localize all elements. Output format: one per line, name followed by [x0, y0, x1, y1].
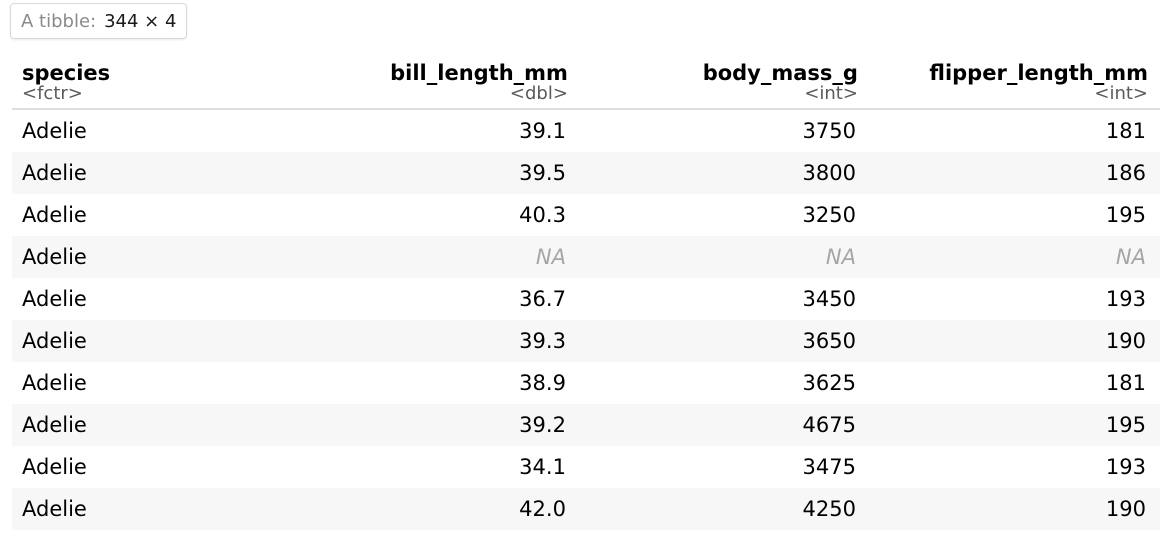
table-header: species <fctr> bill_length_mm <dbl> body… — [12, 58, 1160, 110]
tibble-dimensions-badge: A tibble: 344 × 4 — [10, 3, 188, 39]
table-cell-body-mass-g: 3650 — [579, 320, 870, 362]
table-cell-species: Adelie — [12, 236, 224, 278]
table-cell-body-mass-g: 4675 — [579, 404, 870, 446]
table-row: Adelie 38.9 3625 181 — [12, 362, 1160, 404]
table-cell-species: Adelie — [12, 320, 224, 362]
table-cell-species: Adelie — [22, 119, 87, 143]
table-cell-flipper-length-mm: 195 — [869, 404, 1160, 446]
table-cell-body-mass-g: 3475 — [802, 455, 856, 479]
column-header-flipper-length-mm: flipper_length_mm <int> — [869, 58, 1160, 110]
table-cell-body-mass-g: 3800 — [579, 152, 870, 194]
table-cell-bill-length-mm: 42.0 — [223, 488, 580, 530]
tibble-table: species <fctr> bill_length_mm <dbl> body… — [12, 58, 1160, 530]
table-cell-bill-length-mm: 34.1 — [519, 455, 566, 479]
column-name: bill_length_mm — [390, 61, 568, 85]
table-cell-flipper-length-mm: 190 — [869, 320, 1160, 362]
header-row: species <fctr> bill_length_mm <dbl> body… — [12, 58, 1160, 110]
column-header-bill-length-mm: bill_length_mm <dbl> — [223, 58, 580, 110]
table-row: Adelie 39.1 3750 181 — [12, 109, 1160, 152]
table-cell-bill-length-mm: 39.2 — [223, 404, 580, 446]
table-cell-species: Adelie — [12, 404, 224, 446]
column-name: species — [22, 61, 111, 85]
table-row: Adelie 34.1 3475 193 — [12, 446, 1160, 488]
table-cell-flipper-length-mm: 193 — [1105, 287, 1146, 311]
table-row: Adelie 36.7 3450 193 — [12, 278, 1160, 320]
table-cell-body-mass-g: 3750 — [802, 119, 856, 143]
table-cell-body-mass-g: 3250 — [802, 203, 856, 227]
table-cell-species: Adelie — [12, 152, 224, 194]
table-cell-bill-length-mm: 39.5 — [223, 152, 580, 194]
table-cell-species: Adelie — [12, 488, 224, 530]
table-cell-bill-length-mm: 36.7 — [519, 287, 566, 311]
table-row: Adelie 39.3 3650 190 — [12, 320, 1160, 362]
column-header-species: species <fctr> — [12, 58, 224, 110]
column-name: body_mass_g — [702, 61, 858, 85]
table-cell-bill-length-mm: NA — [223, 236, 580, 278]
tibble-dims: 344 × 4 — [104, 10, 177, 32]
column-header-body-mass-g: body_mass_g <int> — [579, 58, 870, 110]
column-type: <int> — [804, 83, 858, 104]
table-cell-bill-length-mm: 40.3 — [519, 203, 566, 227]
table-cell-species: Adelie — [22, 287, 87, 311]
table-cell-flipper-length-mm: 181 — [1105, 371, 1146, 395]
tibble-label: A tibble: — [21, 10, 97, 32]
column-type: <fctr> — [22, 83, 83, 104]
table-row: Adelie 39.5 3800 186 — [12, 152, 1160, 194]
table-cell-flipper-length-mm: 190 — [869, 488, 1160, 530]
table-cell-body-mass-g: 4250 — [579, 488, 870, 530]
column-name: flipper_length_mm — [929, 61, 1148, 85]
table-row: Adelie 42.0 4250 190 — [12, 488, 1160, 530]
column-type: <dbl> — [509, 83, 568, 104]
table-cell-bill-length-mm: 39.3 — [223, 320, 580, 362]
table-body: Adelie 39.1 3750 181 Adelie 39.5 3800 186 Adelie… — [12, 109, 1160, 530]
table-row: Adelie 40.3 3250 195 — [12, 194, 1160, 236]
table-cell-flipper-length-mm: 193 — [1105, 455, 1146, 479]
table-row: Adelie NA NA NA — [12, 236, 1160, 278]
table-cell-flipper-length-mm: 186 — [869, 152, 1160, 194]
table-cell-body-mass-g: 3450 — [802, 287, 856, 311]
table-row: Adelie 39.2 4675 195 — [12, 404, 1160, 446]
table-cell-species: Adelie — [22, 455, 87, 479]
table-cell-body-mass-g: 3625 — [802, 371, 856, 395]
table-cell-flipper-length-mm: 181 — [1105, 119, 1146, 143]
table-cell-body-mass-g: NA — [579, 236, 870, 278]
table-cell-flipper-length-mm: 195 — [1105, 203, 1146, 227]
column-type: <int> — [1094, 83, 1148, 104]
table-cell-species: Adelie — [22, 371, 87, 395]
table-cell-bill-length-mm: 39.1 — [519, 119, 566, 143]
table-cell-flipper-length-mm: NA — [869, 236, 1160, 278]
table-cell-bill-length-mm: 38.9 — [519, 371, 566, 395]
table-cell-species: Adelie — [22, 203, 87, 227]
